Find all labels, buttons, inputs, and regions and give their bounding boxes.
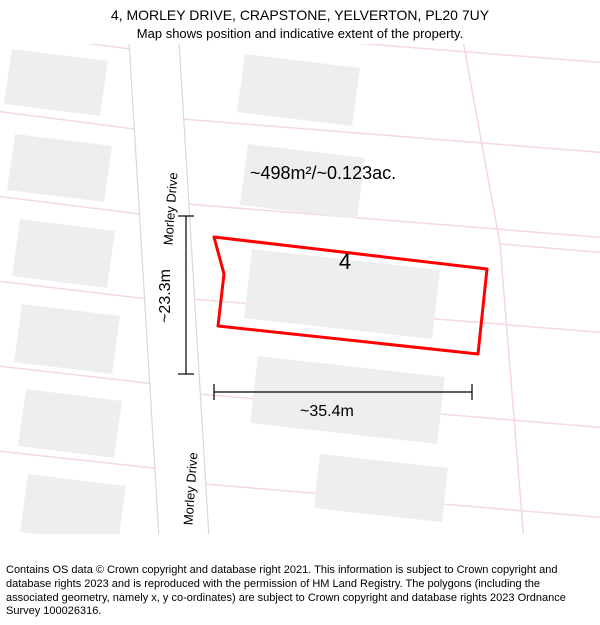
plot-number-label: 4 — [339, 249, 351, 274]
header: 4, MORLEY DRIVE, CRAPSTONE, YELVERTON, P… — [0, 0, 600, 42]
height-dimension-label: ~23.3m — [157, 269, 174, 323]
page-title: 4, MORLEY DRIVE, CRAPSTONE, YELVERTON, P… — [0, 6, 600, 25]
map-container: ~498m²/~0.123ac.4~35.4m~23.3mMorley Driv… — [0, 44, 600, 534]
property-map: ~498m²/~0.123ac.4~35.4m~23.3mMorley Driv… — [0, 44, 600, 534]
area-label: ~498m²/~0.123ac. — [250, 163, 396, 183]
page-subtitle: Map shows position and indicative extent… — [0, 25, 600, 43]
footer-copyright: Contains OS data © Crown copyright and d… — [6, 564, 594, 619]
width-dimension-label: ~35.4m — [300, 403, 354, 420]
